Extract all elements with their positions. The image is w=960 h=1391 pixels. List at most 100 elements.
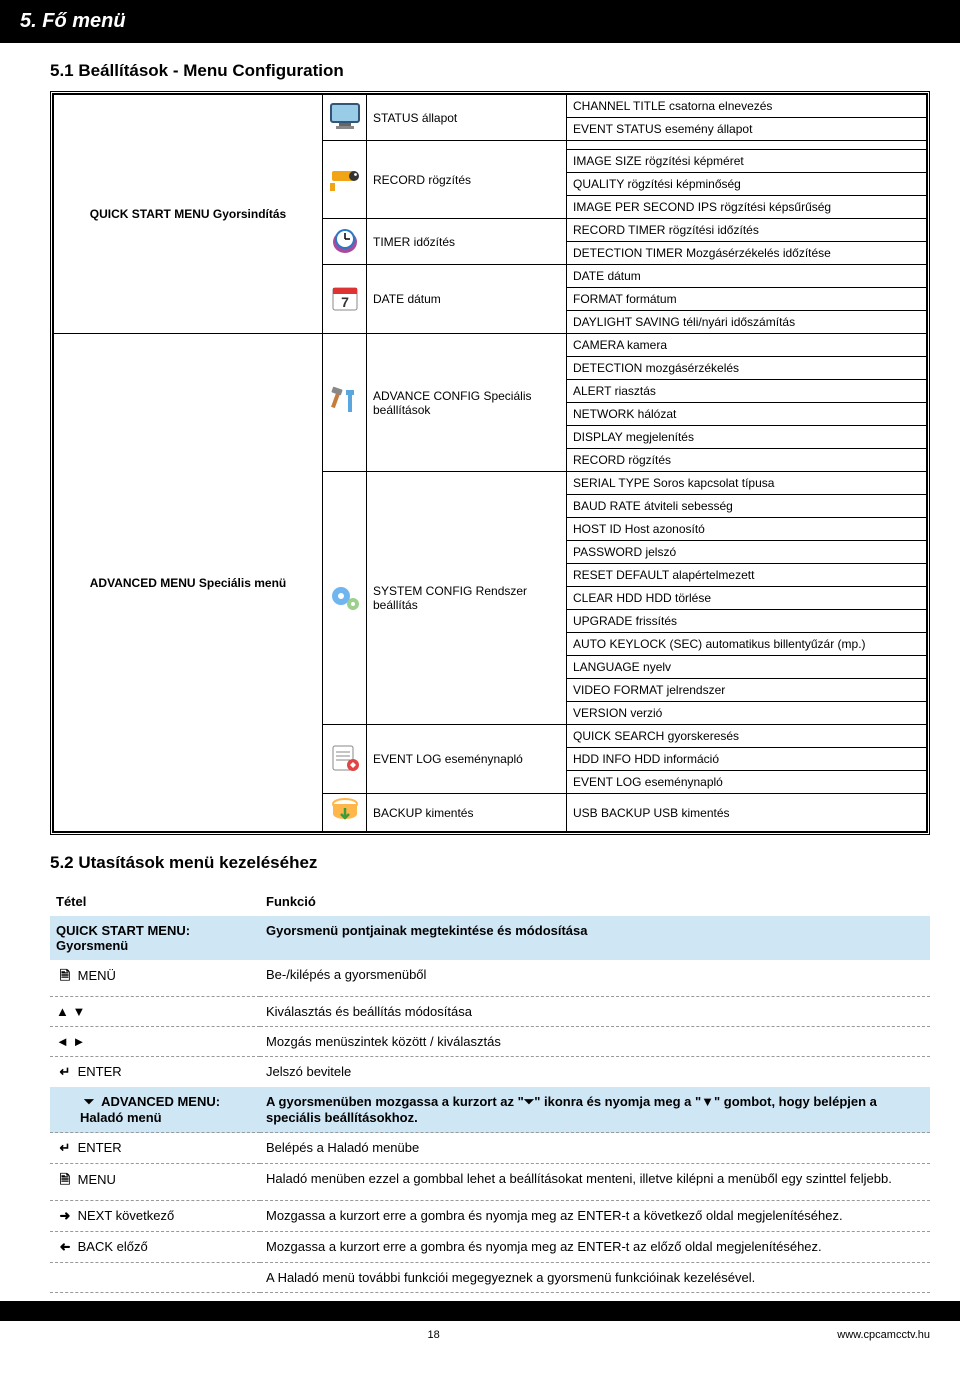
instr-next-label: NEXT következő: [78, 1208, 175, 1223]
disk-icon: [328, 796, 362, 826]
instr-qs-item: QUICK START MENU: Gyorsmenü: [50, 916, 260, 960]
svg-text:7: 7: [341, 294, 349, 310]
system-config-label: SYSTEM CONFIG Rendszer beállítás: [367, 472, 567, 725]
record-label: RECORD rögzítés: [367, 141, 567, 219]
page-footer-bar: [0, 1301, 960, 1321]
detection-cell: DETECTION mozgásérzékelés: [567, 357, 927, 380]
advanced-menu-cell: ADVANCED MENU Speciális menü: [54, 334, 323, 832]
instr-adv-item: ⏷ ADVANCED MENU: Haladó menü: [50, 1087, 260, 1133]
daylight-cell: DAYLIGHT SAVING téli/nyári időszámítás: [567, 311, 927, 334]
baud-cell: BAUD RATE átviteli sebesség: [567, 495, 927, 518]
instr-menu2-func: Haladó menüben ezzel a gombbal lehet a b…: [260, 1164, 930, 1201]
videofmt-cell: VIDEO FORMAT jelrendszer: [567, 679, 927, 702]
icon-tools-cell: [323, 334, 367, 472]
advance-config-label: ADVANCE CONFIG Speciális beállítások: [367, 334, 567, 472]
icon-calendar-cell: 7: [323, 265, 367, 334]
page-header-title: 5. Fő menü: [20, 10, 126, 32]
instr-back-item: ➜ BACK előző: [50, 1232, 260, 1263]
reset-cell: RESET DEFAULT alapértelmezett: [567, 564, 927, 587]
note-icon: [328, 743, 362, 773]
instr-last-item: [50, 1263, 260, 1293]
icon-clock-cell: [323, 219, 367, 265]
language-cell: LANGUAGE nyelv: [567, 656, 927, 679]
instr-enter-label: ENTER: [78, 1064, 122, 1079]
instr-back-label: BACK előző: [78, 1239, 148, 1254]
channel-title-cell: CHANNEL TITLE csatorna elnevezés: [567, 95, 927, 118]
clearhdd-cell: CLEAR HDD HDD törlése: [567, 587, 927, 610]
quality-cell: QUALITY rögzítési képminőség: [567, 173, 927, 196]
format-cell: FORMAT formátum: [567, 288, 927, 311]
camera-icon: [328, 163, 362, 193]
instr-enter2-label: ENTER: [78, 1140, 122, 1155]
instr-menu-func: Be-/kilépés a gyorsmenüből: [260, 960, 930, 997]
status-label: STATUS állapot: [367, 95, 567, 141]
enter-icon: ↵: [56, 1140, 74, 1156]
hostid-cell: HOST ID Host azonosító: [567, 518, 927, 541]
icon-camera-cell: [323, 141, 367, 219]
instr-ud-func: Kiválasztás és beállítás módosítása: [260, 997, 930, 1027]
section-5-1-title: 5.1 Beállítások - Menu Configuration: [50, 57, 930, 91]
event-status-cell: EVENT STATUS esemény állapot: [567, 118, 927, 141]
instr-next-item: ➜ NEXT következő: [50, 1201, 260, 1232]
evlog2-cell: EVENT LOG eseménynapló: [567, 771, 927, 794]
right-arrow-icon: ➜: [56, 1208, 74, 1224]
ips-cell: IMAGE PER SECOND IPS rögzítési képsűrűsé…: [567, 196, 927, 219]
icon-note-cell: [323, 725, 367, 794]
instr-enter-func: Jelszó bevitele: [260, 1057, 930, 1088]
date-label: DATE dátum: [367, 265, 567, 334]
instr-enter2-item: ↵ ENTER: [50, 1133, 260, 1164]
instr-lr-item: ◄ ►: [50, 1027, 260, 1057]
down-triangle-icon: ⏷: [80, 1094, 98, 1110]
record2-cell: RECORD rögzítés: [567, 449, 927, 472]
upgrade-cell: UPGRADE frissítés: [567, 610, 927, 633]
event-log-label: EVENT LOG eseménynapló: [367, 725, 567, 794]
menu-config-table: QUICK START MENU Gyorsindítás STATUS áll…: [50, 91, 930, 835]
hddinfo-cell: HDD INFO HDD információ: [567, 748, 927, 771]
rec-timer-cell: RECORD TIMER rögzítési időzítés: [567, 219, 927, 242]
instr-menu-item: 🗎 MENÜ: [50, 960, 260, 997]
qsearch-cell: QUICK SEARCH gyorskeresés: [567, 725, 927, 748]
icon-gears-cell: [323, 472, 367, 725]
instructions-table: Tétel Funkció QUICK START MENU: Gyorsmen…: [50, 887, 930, 1293]
calendar-icon: 7: [328, 283, 362, 313]
instr-ud-item: ▲ ▼: [50, 997, 260, 1027]
footer-site: www.cpcamcctv.hu: [837, 1329, 930, 1341]
serial-cell: SERIAL TYPE Soros kapcsolat típusa: [567, 472, 927, 495]
quick-start-menu-cell: QUICK START MENU Gyorsindítás: [54, 95, 323, 334]
instr-lr-func: Mozgás menüszintek között / kiválasztás: [260, 1027, 930, 1057]
blank-cell: [567, 141, 927, 150]
instr-menu2-label: MENU: [78, 1172, 116, 1187]
keylock-cell: AUTO KEYLOCK (SEC) automatikus billentyű…: [567, 633, 927, 656]
page-footer: 18 www.cpcamcctv.hu: [0, 1321, 960, 1359]
camera-cell: CAMERA kamera: [567, 334, 927, 357]
network-cell: NETWORK hálózat: [567, 403, 927, 426]
instr-next-func: Mozgassa a kurzort erre a gombra és nyom…: [260, 1201, 930, 1232]
instr-adv-func: A gyorsmenüben mozgassa a kurzort az "⏷"…: [260, 1087, 930, 1133]
instr-last-func: A Haladó menü további funkciói megegyezn…: [260, 1263, 930, 1293]
footer-page-number: 18: [30, 1329, 837, 1341]
date-datum-cell: DATE dátum: [567, 265, 927, 288]
instr-enter2-func: Belépés a Haladó menübe: [260, 1133, 930, 1164]
page-header: 5. Fő menü: [0, 0, 960, 43]
instr-back-func: Mozgassa a kurzort erre a gombra és nyom…: [260, 1232, 930, 1263]
instr-adv-label: ADVANCED MENU: Haladó menü: [80, 1094, 220, 1125]
left-arrow-icon: ➜: [56, 1239, 74, 1255]
det-timer-cell: DETECTION TIMER Mozgásérzékelés időzítés…: [567, 242, 927, 265]
timer-label: TIMER időzítés: [367, 219, 567, 265]
alert-cell: ALERT riasztás: [567, 380, 927, 403]
icon-monitor-cell: [323, 95, 367, 141]
usbbackup-cell: USB BACKUP USB kimentés: [567, 794, 927, 832]
instr-qs-func: Gyorsmenü pontjainak megtekintése és mód…: [260, 916, 930, 960]
instr-head-func: Funkció: [260, 887, 930, 916]
instr-menu-label: MENÜ: [78, 968, 116, 983]
tools-icon: [328, 386, 362, 416]
password-cell: PASSWORD jelszó: [567, 541, 927, 564]
page-icon: 🗎: [56, 1171, 74, 1193]
section-5-2-title: 5.2 Utasítások menü kezeléséhez: [50, 835, 930, 883]
enter-icon: ↵: [56, 1064, 74, 1080]
clock-icon: [328, 225, 362, 255]
instr-enter-item: ↵ ENTER: [50, 1057, 260, 1088]
instr-menu2-item: 🗎 MENU: [50, 1164, 260, 1201]
version-cell: VERSION verzió: [567, 702, 927, 725]
image-size-cell: IMAGE SIZE rögzítési képméret: [567, 150, 927, 173]
